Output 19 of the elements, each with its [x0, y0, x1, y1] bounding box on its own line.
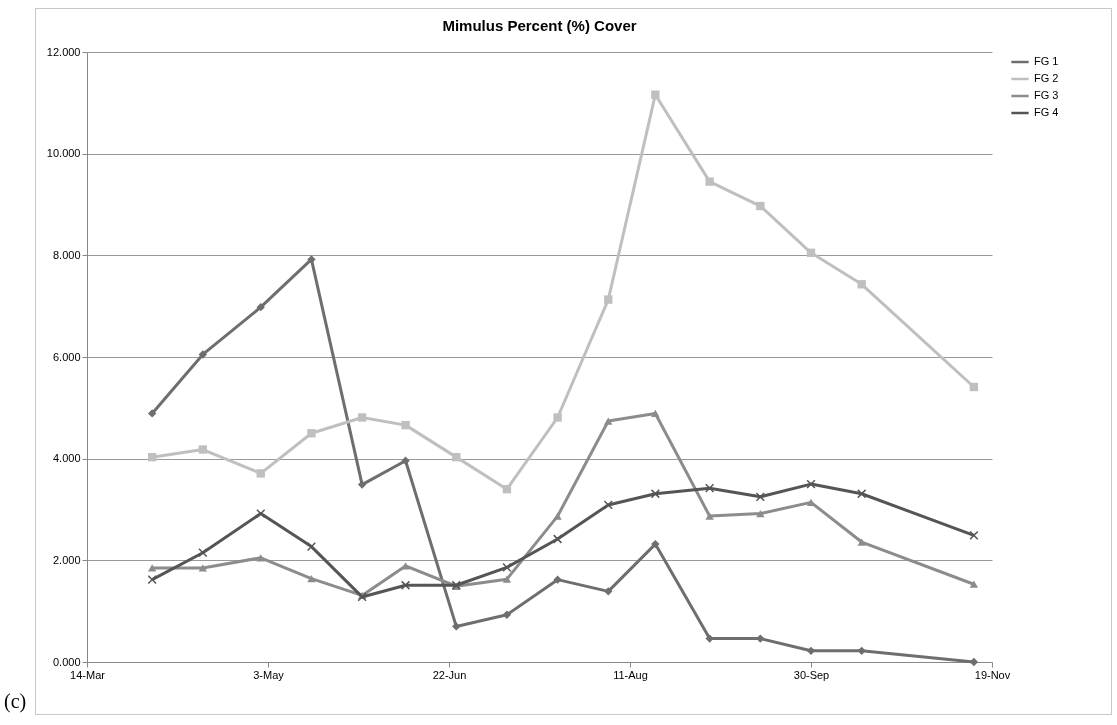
x-tick-label: 3-May [253, 668, 285, 681]
y-tick-label: 4.000 [52, 452, 81, 465]
x-tick-label: 30-Sep [793, 668, 830, 681]
y-tick-label: 12.000 [46, 45, 81, 58]
y-tick-label: 10.000 [46, 147, 81, 160]
y-tick-label: 6.000 [52, 350, 81, 363]
legend-label: FG 2 [1034, 72, 1059, 84]
x-tick-label: 11-Aug [613, 668, 648, 681]
x-tick-label: 14-Mar [70, 668, 106, 681]
legend-label: FG 1 [1034, 55, 1059, 67]
y-tick-label: 0.000 [52, 655, 81, 668]
legend-label: FG 4 [1034, 106, 1059, 118]
chart-title: Mimulus Percent (%) Cover [442, 17, 637, 34]
legend-label: FG 3 [1034, 89, 1059, 101]
y-tick-label: 2.000 [52, 553, 81, 566]
x-tick-label: 22-Jun [432, 668, 467, 681]
text: (c) [4, 690, 27, 713]
y-tick-label: 8.000 [52, 248, 81, 261]
x-tick-label: 19-Nov [974, 668, 1011, 681]
